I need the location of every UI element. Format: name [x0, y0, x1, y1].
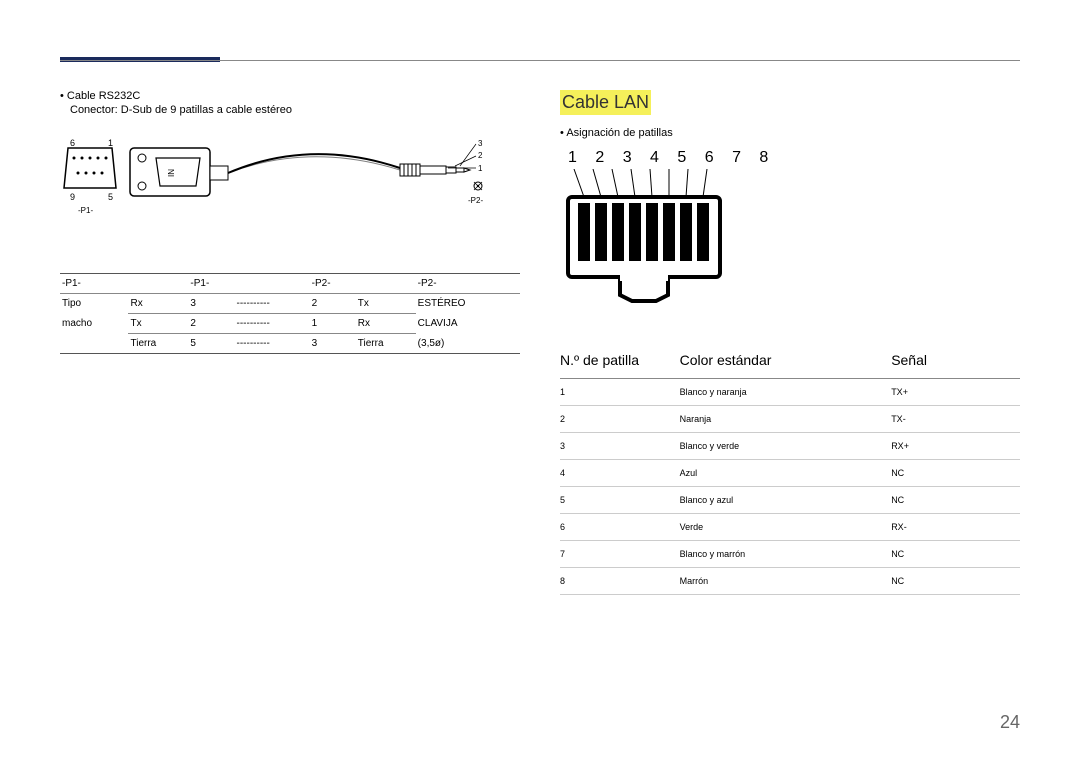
th-p1b: -P1-: [188, 274, 234, 294]
right-column: Cable LAN Asignación de patillas 1 2 3 4…: [560, 60, 1020, 595]
th-blank2: [235, 274, 310, 294]
dsub-name-label: -P1-: [78, 206, 93, 215]
th-blank1: [128, 274, 188, 294]
th-p2a: -P2-: [310, 274, 356, 294]
lan-section-title: Cable LAN: [560, 90, 651, 115]
rs232c-subtitle: Conector: D-Sub de 9 patillas a cable es…: [70, 104, 520, 116]
table-header-row: -P1- -P1- -P2- -P2-: [60, 274, 520, 294]
in-label: IN: [167, 169, 176, 177]
table-row: 7Blanco y marrónNC: [560, 541, 1020, 568]
dsub-pin5-label: 5: [108, 192, 113, 202]
th-p2b: -P2-: [416, 274, 520, 294]
dsub-pin6-label: 6: [70, 138, 75, 148]
table-row: 3Blanco y verdeRX+: [560, 433, 1020, 460]
th-signal: Señal: [891, 344, 1020, 379]
lan-bullet: Asignación de patillas: [560, 127, 1020, 139]
th-color: Color estándar: [680, 344, 892, 379]
header-rule: [60, 60, 1020, 61]
page-content: Cable RS232C Conector: D-Sub de 9 patill…: [0, 0, 1080, 615]
jack-pin2-label: 2: [478, 151, 483, 160]
th-blank3: [356, 274, 416, 294]
rj45-pin-numbers: 1 2 3 4 5 6 7 8: [568, 149, 1020, 167]
table-row: Tipo Rx 3 ---------- 2 Tx ESTÉREO: [60, 294, 520, 314]
th-p1a: -P1-: [60, 274, 128, 294]
table-row: 5Blanco y azulNC: [560, 487, 1020, 514]
page-number: 24: [1000, 712, 1020, 733]
rs232c-pin-table: -P1- -P1- -P2- -P2- Tipo Rx 3 ----------…: [60, 273, 520, 354]
jack-pin3-label: 3: [478, 139, 483, 148]
jack-pin1-label: 1: [478, 164, 483, 173]
th-pin: N.º de patilla: [560, 344, 680, 379]
jack-name-label: -P2-: [468, 196, 483, 205]
lan-pin-table: N.º de patilla Color estándar Señal 1Bla…: [560, 344, 1020, 595]
dsub-pin1-label: 1: [108, 138, 113, 148]
lan-table-header: N.º de patilla Color estándar Señal: [560, 344, 1020, 379]
table-row: 1Blanco y naranjaTX+: [560, 379, 1020, 406]
dsub-pin9-label: 9: [70, 192, 75, 202]
table-row: 4AzulNC: [560, 460, 1020, 487]
table-row: macho Tx 2 ---------- 1 Rx CLAVIJA: [60, 314, 520, 334]
rs232c-title: Cable RS232C: [60, 90, 520, 102]
table-row: 2NaranjaTX-: [560, 406, 1020, 433]
cable-diagram: 6 1 9 5 -P1- IN: [60, 128, 520, 253]
table-row: 6VerdeRX-: [560, 514, 1020, 541]
table-row: Tierra 5 ---------- 3 Tierra (3,5ø): [60, 334, 520, 354]
left-column: Cable RS232C Conector: D-Sub de 9 patill…: [60, 60, 520, 595]
table-row: 8MarrónNC: [560, 568, 1020, 595]
rj45-diagram: 1 2 3 4 5 6 7 8: [560, 149, 1020, 314]
